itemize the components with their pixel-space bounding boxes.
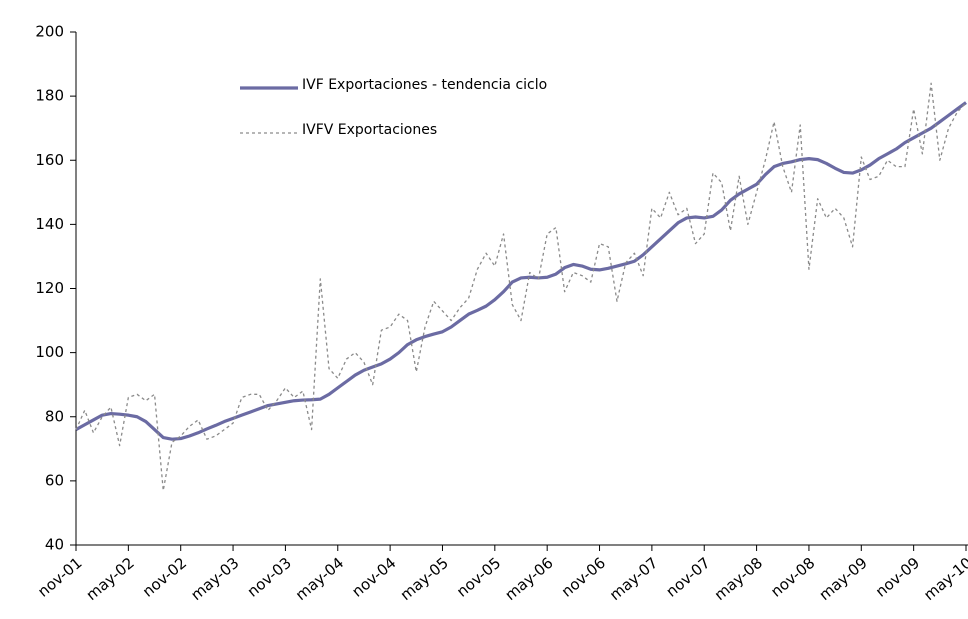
x-tick-label: nov-06 (558, 554, 609, 601)
x-tick-label: nov-04 (348, 554, 399, 601)
series-line (75, 82, 967, 492)
y-tick-label: 40 (45, 536, 64, 554)
y-tick-label: 180 (35, 87, 64, 105)
legend-label: IVFV Exportaciones (302, 122, 437, 138)
x-tick-label: may-06 (501, 554, 556, 604)
x-tick-label: may-08 (711, 554, 766, 604)
x-tick-label: nov-07 (663, 554, 714, 601)
y-tick-label: 120 (35, 279, 64, 297)
x-tick-label: may-04 (292, 554, 347, 604)
x-tick-label: may-07 (606, 554, 661, 604)
x-tick-label: may-09 (816, 554, 871, 604)
y-tick-label: 80 (45, 407, 64, 425)
x-tick-label: nov-08 (767, 554, 818, 601)
series-line (75, 101, 967, 441)
x-tick-label: nov-02 (139, 554, 190, 601)
y-tick-label: 200 (35, 23, 64, 41)
y-tick-label: 140 (35, 215, 64, 233)
x-tick-label: nov-09 (872, 554, 923, 601)
x-tick-label: may-02 (83, 554, 138, 604)
x-tick-label: may-05 (397, 554, 452, 604)
x-tick-label: nov-03 (244, 554, 295, 601)
x-tick-label: may-03 (187, 554, 242, 604)
x-tick-label: nov-05 (453, 554, 504, 601)
x-tick-label: may-10 (920, 554, 968, 604)
y-tick-label: 60 (45, 471, 64, 489)
y-tick-label: 100 (35, 343, 64, 361)
legend-label: IVF Exportaciones - tendencia ciclo (302, 77, 547, 93)
x-tick-label: nov-01 (34, 554, 85, 601)
y-tick-label: 160 (35, 151, 64, 169)
